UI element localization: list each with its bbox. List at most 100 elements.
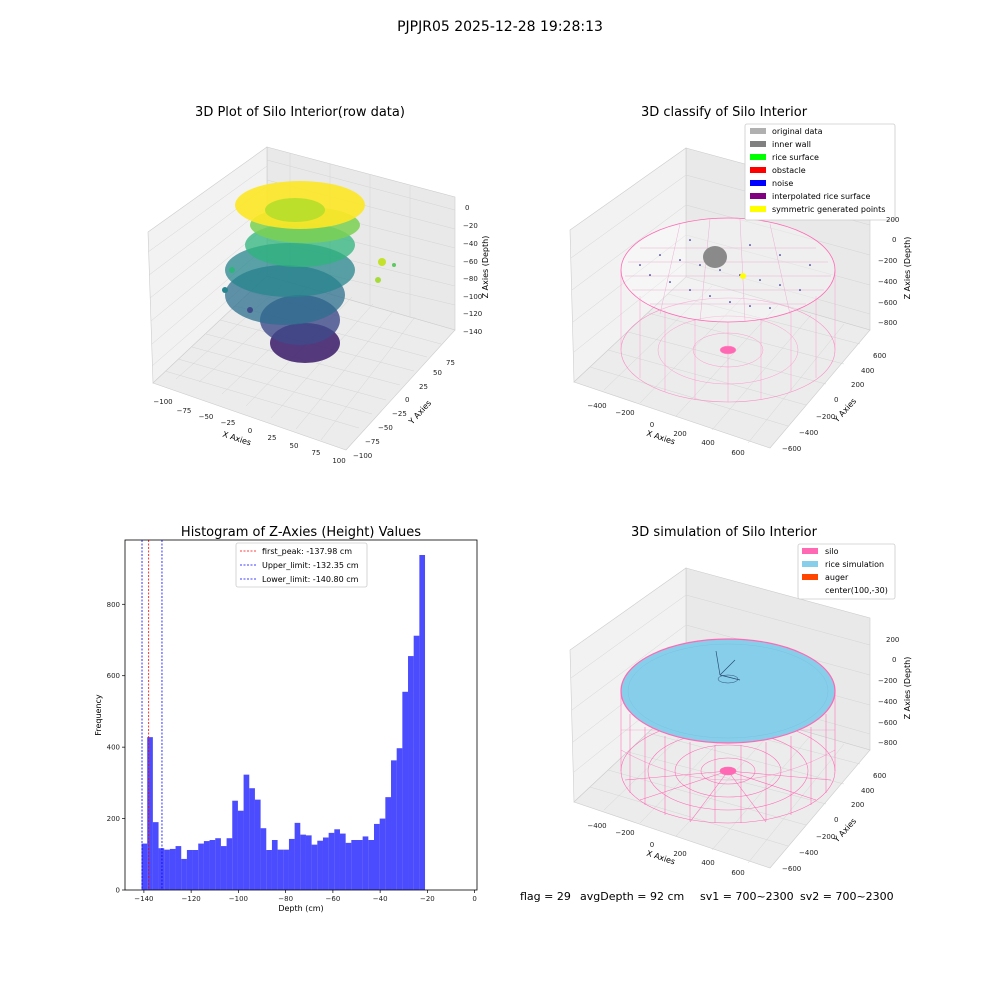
classify-ytick: 400 <box>861 367 874 375</box>
histogram-bar <box>300 834 306 890</box>
histogram-bar <box>186 850 193 890</box>
legend-swatch-interp <box>750 193 766 199</box>
simulation-zticks: −800 −600 −400 −200 0 200 <box>878 636 899 747</box>
legend-label-rice-surface: rice surface <box>772 153 819 162</box>
legend-swatch-noise <box>750 180 766 186</box>
simulation-ytick: 0 <box>834 816 838 824</box>
histogram-xtick-label: −100 <box>229 895 248 903</box>
histogram-ytick-label: 600 <box>107 672 120 680</box>
histogram-bar <box>322 837 329 890</box>
histogram-bar <box>198 843 204 890</box>
histogram-bar <box>226 838 233 890</box>
simulation-ytick: 200 <box>851 801 864 809</box>
raw-ytick: −25 <box>392 410 407 418</box>
histogram-bar <box>419 555 426 890</box>
histogram-bar <box>339 833 346 890</box>
histogram-bar <box>152 822 159 890</box>
histogram-bar <box>181 858 187 890</box>
legend-label-lower: Lower_limit: -140.80 cm <box>262 575 359 584</box>
histogram-bar <box>237 810 244 890</box>
classify-xtick: 400 <box>701 439 714 447</box>
histogram-bar <box>311 844 318 890</box>
simulation-xticks: −400 −200 0 200 400 600 <box>587 822 744 877</box>
classify-xtick: 200 <box>673 430 686 438</box>
legend-label-auger: auger <box>825 573 849 582</box>
legend-swatch-symmetric <box>750 206 766 212</box>
histogram-bar <box>368 840 374 890</box>
classify-ytick: −600 <box>782 445 801 453</box>
histogram-bar <box>192 850 199 890</box>
classify-ztick: −600 <box>878 299 897 307</box>
histogram-bar <box>277 849 284 890</box>
classify-zlabel: Z Axies (Depth) <box>903 237 912 300</box>
raw-3d-yticks: −100 −75 −50 −25 0 25 50 75 <box>353 359 455 460</box>
raw-3d-zticks: −140 −120 −100 −80 −60 −40 −20 0 <box>463 204 482 336</box>
classify-ytick: −200 <box>816 413 835 421</box>
histogram-bar <box>305 835 312 890</box>
raw-ztick: −140 <box>463 328 482 336</box>
simulation-xtick: −400 <box>587 822 606 830</box>
histogram-bar <box>334 829 340 890</box>
histogram-bar <box>317 840 323 890</box>
simulation-center-marker <box>715 650 741 684</box>
histogram-bar <box>271 840 278 890</box>
simulation-xtick: 600 <box>731 869 744 877</box>
legend-swatch-auger <box>802 574 818 580</box>
figure-suptitle: PJPJR05 2025-12-28 19:28:13 <box>397 19 603 35</box>
histogram-bar <box>294 822 301 890</box>
simulation-rice-surface <box>620 638 836 744</box>
histogram-bar <box>254 799 261 890</box>
legend-swatch-rice-sim <box>802 561 818 567</box>
histogram-bar <box>413 635 420 890</box>
simulation-3d-axes-box <box>569 567 871 869</box>
histogram-bar <box>147 737 153 890</box>
raw-ztick: 0 <box>465 204 469 212</box>
histogram-bar <box>351 840 357 890</box>
raw-ztick: −100 <box>463 293 482 301</box>
classify-xlabel: X Axies <box>645 429 676 447</box>
classify-xtick: 0 <box>650 421 654 429</box>
histogram-xtick-label: −60 <box>326 895 341 903</box>
raw-xtick: 50 <box>290 442 299 450</box>
histogram-ytick-label: 400 <box>107 744 120 752</box>
classify-ztick: −200 <box>878 257 897 265</box>
classify-ytick: −400 <box>799 429 818 437</box>
classify-ztick: −800 <box>878 319 897 327</box>
legend-swatch-silo <box>802 548 818 554</box>
histogram-xtick-label: −80 <box>278 895 293 903</box>
panel-classify-title: 3D classify of Silo Interior <box>641 105 808 120</box>
histogram-title: Histogram of Z-Axies (Height) Values <box>181 525 421 540</box>
histogram-yticks: 0 200 400 600 800 <box>107 601 125 895</box>
classify-3d-axes-box <box>569 147 871 449</box>
histogram-bar <box>158 848 165 890</box>
classify-inner-wall-cluster <box>703 246 727 268</box>
raw-xtick: −25 <box>221 419 236 427</box>
histogram-bar <box>373 823 380 890</box>
classify-symmetric-point <box>740 273 746 279</box>
histogram-bar <box>175 846 182 890</box>
classify-ytick: 600 <box>873 352 886 360</box>
simulation-zlabel: Z Axies (Depth) <box>903 657 912 720</box>
raw-ytick: 50 <box>433 369 442 377</box>
legend-label-upper: Upper_limit: -132.35 cm <box>262 561 359 570</box>
raw-zlabel: Z Axies (Depth) <box>481 236 490 299</box>
histogram-bar <box>356 840 363 890</box>
raw-ztick: −20 <box>463 222 478 230</box>
raw-xtick: 75 <box>312 449 321 457</box>
legend-label-original: original data <box>772 127 823 136</box>
histogram-xtick-label: −140 <box>134 895 153 903</box>
raw-3d-xticks: −100 −75 −50 −25 0 25 50 75 100 <box>153 398 345 465</box>
simulation-ytick: 600 <box>873 772 886 780</box>
legend-label-first-peak: first_peak: -137.98 cm <box>262 547 352 556</box>
legend-label-symmetric: symmetric generated points <box>772 205 885 214</box>
panel-histogram: Histogram of Z-Axies (Height) Values −14… <box>94 525 478 913</box>
raw-xtick: −100 <box>153 398 172 406</box>
histogram-ytick-label: 0 <box>116 887 120 895</box>
legend-label-interp: interpolated rice surface <box>772 192 870 201</box>
classify-yticks: −600 −400 −200 0 200 400 600 <box>782 352 886 453</box>
histogram-bar <box>203 841 210 890</box>
classify-xtick: 600 <box>731 449 744 457</box>
histogram-bar <box>220 846 227 890</box>
panel-simulation-title: 3D simulation of Silo Interior <box>631 525 818 540</box>
